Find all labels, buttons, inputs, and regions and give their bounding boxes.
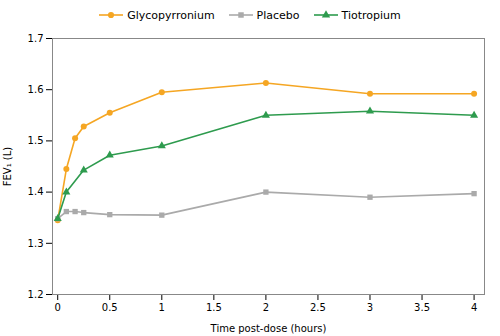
svg-text:1.5: 1.5	[28, 135, 44, 146]
svg-text:3.5: 3.5	[414, 302, 430, 313]
svg-text:1.4: 1.4	[28, 186, 44, 197]
svg-text:4: 4	[471, 302, 477, 313]
svg-text:FEV₁ (L): FEV₁ (L)	[2, 147, 13, 187]
svg-text:1: 1	[159, 302, 165, 313]
svg-text:1.2: 1.2	[28, 289, 44, 300]
svg-text:2.5: 2.5	[310, 302, 326, 313]
svg-text:0: 0	[55, 302, 61, 313]
svg-text:3: 3	[367, 302, 373, 313]
svg-text:1.7: 1.7	[28, 33, 44, 44]
svg-text:0.5: 0.5	[102, 302, 118, 313]
html-text:Glycopyrronium: Glycopyrronium	[127, 8, 215, 22]
svg-text:1.6: 1.6	[28, 84, 44, 95]
svg-text:2: 2	[263, 302, 269, 313]
svg-text:Time post-dose (hours): Time post-dose (hours)	[210, 323, 327, 334]
svg-text:1.3: 1.3	[28, 238, 44, 249]
html-text:Placebo: Placebo	[256, 8, 300, 22]
svg-text:1.5: 1.5	[206, 302, 222, 313]
html-text:Tiotropium: Tiotropium	[341, 8, 401, 22]
